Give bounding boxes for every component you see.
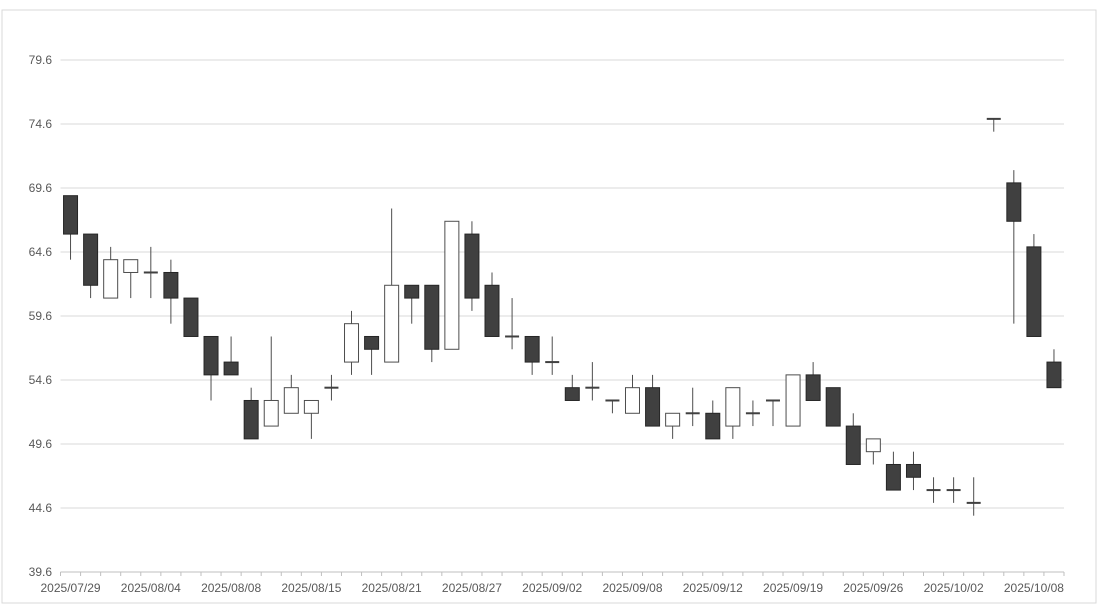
x-tick-label: 2025/08/27 <box>442 581 502 595</box>
x-tick-label: 2025/08/04 <box>121 581 181 595</box>
doji-line <box>505 335 520 338</box>
x-tick-label: 2025/08/21 <box>362 581 422 595</box>
doji-line <box>986 117 1001 120</box>
chart-border <box>1 9 1097 604</box>
candle-body-down <box>564 387 580 401</box>
candle-body-up <box>103 259 119 299</box>
candle-body-down <box>163 271 179 299</box>
candle-body-down <box>183 297 199 337</box>
y-tick-label: 69.6 <box>29 181 53 195</box>
candle-body-down <box>524 335 540 363</box>
y-tick-label: 49.6 <box>29 437 53 451</box>
x-tick-label: 2025/07/29 <box>41 581 101 595</box>
x-tick-label: 2025/10/08 <box>1004 581 1064 595</box>
candle-body-up <box>384 284 400 363</box>
candle-body-up <box>123 259 139 273</box>
candle-body-down <box>364 335 380 350</box>
candle-body-down <box>805 374 821 401</box>
candle-body-down <box>825 387 841 427</box>
x-tick-label: 2025/10/02 <box>924 581 984 595</box>
candle-body-down <box>1026 246 1042 337</box>
candle-body-down <box>203 335 219 376</box>
y-tick-label: 64.6 <box>29 245 53 259</box>
candle-body-down <box>645 387 661 427</box>
x-tick-label: 2025/08/15 <box>281 581 341 595</box>
doji-line <box>545 361 560 364</box>
candle-body-down <box>705 412 721 440</box>
candle-body-up <box>444 220 460 350</box>
candle-body-up <box>303 399 319 414</box>
y-tick-label: 79.6 <box>29 53 53 67</box>
doji-line <box>966 501 981 504</box>
candle-body-down <box>845 425 861 465</box>
candle-body-down <box>63 195 79 235</box>
x-tick-label: 2025/09/12 <box>683 581 743 595</box>
candle-body-up <box>283 387 299 414</box>
candle-body-down <box>243 399 259 440</box>
doji-line <box>946 489 961 492</box>
candle-body-up <box>665 412 681 427</box>
x-tick-label: 2025/08/08 <box>201 581 261 595</box>
x-tick-label: 2025/09/02 <box>522 581 582 595</box>
candle-body-up <box>785 374 801 427</box>
candle-body-up <box>344 323 360 363</box>
candle-body-down <box>424 284 440 350</box>
y-tick-label: 74.6 <box>29 117 53 131</box>
doji-line <box>685 412 700 415</box>
x-tick-label: 2025/09/19 <box>763 581 823 595</box>
x-tick-label: 2025/09/26 <box>843 581 903 595</box>
x-tick-label: 2025/09/08 <box>602 581 662 595</box>
candle-body-down <box>484 284 500 337</box>
candle-body-up <box>263 399 279 427</box>
candle-body-up <box>624 387 640 414</box>
candle-body-down <box>905 463 921 478</box>
doji-line <box>926 489 941 492</box>
y-tick-label: 44.6 <box>29 501 53 515</box>
candle-body-down <box>223 361 239 376</box>
doji-line <box>765 399 780 402</box>
y-tick-label: 39.6 <box>29 565 53 579</box>
candle-body-up <box>865 438 881 453</box>
doji-line <box>324 386 339 389</box>
candle-body-down <box>1006 182 1022 222</box>
candle-body-down <box>464 233 480 299</box>
candle-body-down <box>404 284 420 299</box>
candle-body-up <box>725 387 741 427</box>
candle-body-down <box>83 233 99 286</box>
doji-line <box>605 399 620 402</box>
doji-line <box>745 412 760 415</box>
doji-line <box>143 271 158 274</box>
y-tick-label: 54.6 <box>29 373 53 387</box>
doji-line <box>585 386 600 389</box>
y-tick-label: 59.6 <box>29 309 53 323</box>
candle-body-down <box>885 463 901 491</box>
candle-body-down <box>1046 361 1062 389</box>
